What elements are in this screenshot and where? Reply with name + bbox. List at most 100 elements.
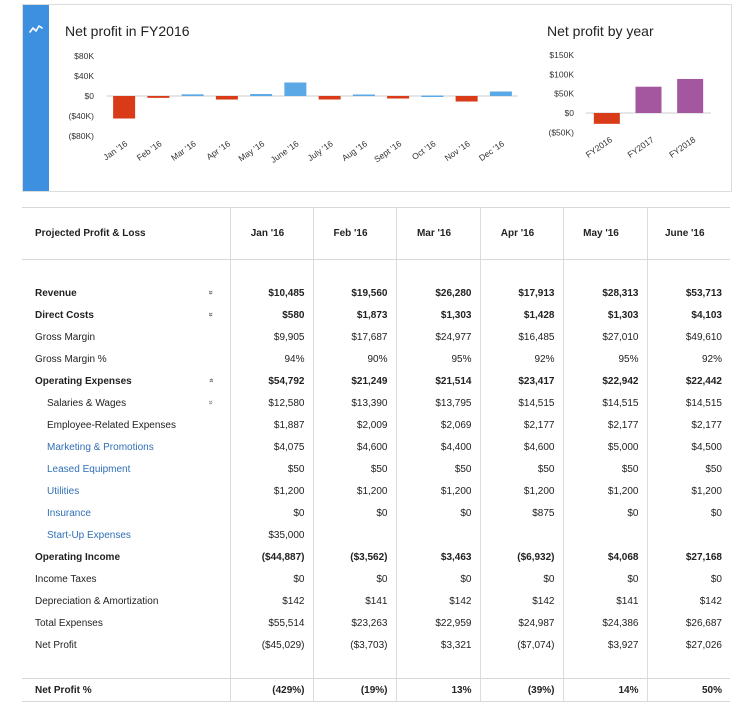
row-marketing-promotions[interactable]: Marketing & Promotions $4,075 $4,600 $4,400… (22, 436, 730, 458)
value-cell: $23,417 (479, 370, 563, 392)
value-cell: $0 (395, 568, 480, 590)
row-leased-equipment[interactable]: Leased Equipment $50 $50 $50 $50 $50 $50 (22, 458, 730, 480)
x-category-label: Mar '16 (169, 138, 198, 162)
row-insurance[interactable]: Insurance $0 $0 $0 $875 $0 $0 (22, 502, 730, 524)
value-cell: (39%) (479, 678, 563, 702)
line-chart-icon (29, 25, 43, 33)
monthly-bar[interactable] (181, 94, 204, 96)
monthly-bar[interactable] (215, 96, 238, 100)
value-cell: $26,687 (646, 612, 730, 634)
value-cell: $27,010 (562, 326, 647, 348)
spacer-cell (395, 656, 480, 679)
row-label[interactable]: Leased Equipment (47, 463, 131, 475)
y-tick-label: $0 (85, 91, 95, 101)
value-cell (312, 524, 396, 546)
row-label: Net Profit % (22, 678, 230, 702)
spacer-cell (395, 259, 480, 282)
row-direct-costs[interactable]: Direct Costs» $580 $1,873 $1,303 $1,428 $1,30… (22, 304, 730, 326)
x-category-label: FY2018 (667, 134, 697, 159)
row-label[interactable]: Start-Up Expenses (47, 529, 131, 541)
value-cell: 13% (395, 678, 480, 702)
monthly-bar[interactable] (387, 96, 410, 99)
row-label-cell: Salaries & Wages » (22, 392, 230, 414)
column-header[interactable]: Jan '16 (229, 207, 313, 260)
value-cell: $0 (229, 502, 313, 524)
value-cell: $10,485 (229, 282, 313, 304)
value-cell: $19,560 (312, 282, 396, 304)
row-label: Direct Costs (35, 309, 94, 321)
value-cell: $1,200 (479, 480, 563, 502)
value-cell: ($6,932) (479, 546, 563, 568)
row-total-expenses: Total Expenses $55,514 $23,263 $22,959 $24,9… (22, 612, 730, 634)
x-category-label: FY2017 (626, 134, 656, 159)
value-cell (646, 524, 730, 546)
monthly-bar[interactable] (318, 96, 341, 100)
value-cell: $50 (646, 458, 730, 480)
monthly-chart: $80K $40K $0 ($40K) ($80K) Jan '16 Feb '16 Mar … (68, 51, 518, 165)
profit-loss-table: Projected Profit & Loss Jan '16 Feb '16 … (22, 207, 730, 702)
y-tick-label: $100K (549, 69, 574, 79)
monthly-bar[interactable] (489, 91, 512, 97)
row-label[interactable]: Insurance (47, 507, 91, 519)
value-cell: $2,177 (562, 414, 647, 436)
yearly-bar[interactable] (677, 78, 704, 113)
row-label-cell: Direct Costs » (22, 304, 230, 326)
monthly-bar[interactable] (455, 96, 478, 102)
row-label[interactable]: Utilities (47, 485, 80, 497)
value-cell: $14,515 (562, 392, 647, 414)
yearly-bar[interactable] (635, 86, 662, 113)
spacer-cell (646, 259, 730, 282)
value-cell: $4,400 (395, 436, 480, 458)
monthly-bar[interactable] (421, 95, 444, 98)
monthly-bar[interactable] (284, 82, 307, 96)
value-cell: $4,600 (479, 436, 563, 458)
expand-chevron-icon[interactable]: » (206, 289, 216, 295)
row-label: Depreciation & Amortization (35, 595, 159, 607)
value-cell (562, 524, 647, 546)
monthly-bar[interactable] (352, 94, 375, 97)
value-cell: ($3,562) (312, 546, 396, 568)
column-header[interactable]: May '16 (562, 207, 647, 260)
collapse-chevron-icon[interactable]: » (206, 377, 216, 383)
column-header[interactable]: June '16 (646, 207, 730, 260)
expand-chevron-icon[interactable]: » (206, 399, 216, 405)
card-accent-strip[interactable] (23, 5, 49, 191)
value-cell: $50 (312, 458, 396, 480)
value-cell: $2,069 (395, 414, 480, 436)
value-cell: $53,713 (646, 282, 730, 304)
monthly-bar[interactable] (250, 94, 273, 96)
spacer-row (22, 259, 730, 282)
column-header[interactable]: Apr '16 (479, 207, 563, 260)
value-cell: $580 (229, 304, 313, 326)
value-cell: 92% (479, 348, 563, 370)
monthly-bar[interactable] (147, 96, 170, 98)
y-tick-label: $80K (74, 51, 94, 61)
value-cell: $1,200 (562, 480, 647, 502)
spacer-cell (562, 656, 647, 679)
value-cell: $1,200 (312, 480, 396, 502)
row-income-taxes: Income Taxes $0 $0 $0 $0 $0 $0 (22, 568, 730, 590)
value-cell: $0 (646, 568, 730, 590)
expand-chevron-icon[interactable]: » (206, 311, 216, 317)
row-label-cell: Net Profit (22, 634, 230, 656)
row-startup-expenses[interactable]: Start-Up Expenses $35,000 (22, 524, 730, 546)
monthly-bar[interactable] (113, 96, 136, 119)
row-label-cell: Utilities (22, 480, 230, 502)
column-header[interactable]: Mar '16 (395, 207, 480, 260)
row-operating-expenses[interactable]: Operating Expenses » $54,792 $21,249 $21,514… (22, 370, 730, 392)
value-cell: $24,977 (395, 326, 480, 348)
row-salaries-wages[interactable]: Salaries & Wages» $12,580 $13,390 $13,795 $1… (22, 392, 730, 414)
row-revenue[interactable]: Revenue » $10,485 $19,560 $26,280 $17,913 $28,… (22, 282, 730, 304)
value-cell: $22,959 (395, 612, 480, 634)
row-label[interactable]: Marketing & Promotions (47, 441, 154, 453)
yearly-bar[interactable] (593, 113, 620, 124)
x-category-label: May '16 (236, 138, 266, 163)
value-cell: $2,177 (646, 414, 730, 436)
row-label-cell: Employee-Related Expenses (22, 414, 230, 436)
column-header[interactable]: Feb '16 (312, 207, 396, 260)
row-label-cell: Start-Up Expenses (22, 524, 230, 546)
row-utilities[interactable]: Utilities $1,200 $1,200 $1,200 $1,200 $1,200 $… (22, 480, 730, 502)
value-cell: $142 (395, 590, 480, 612)
row-label-cell: Leased Equipment (22, 458, 230, 480)
spacer-cell (646, 656, 730, 679)
